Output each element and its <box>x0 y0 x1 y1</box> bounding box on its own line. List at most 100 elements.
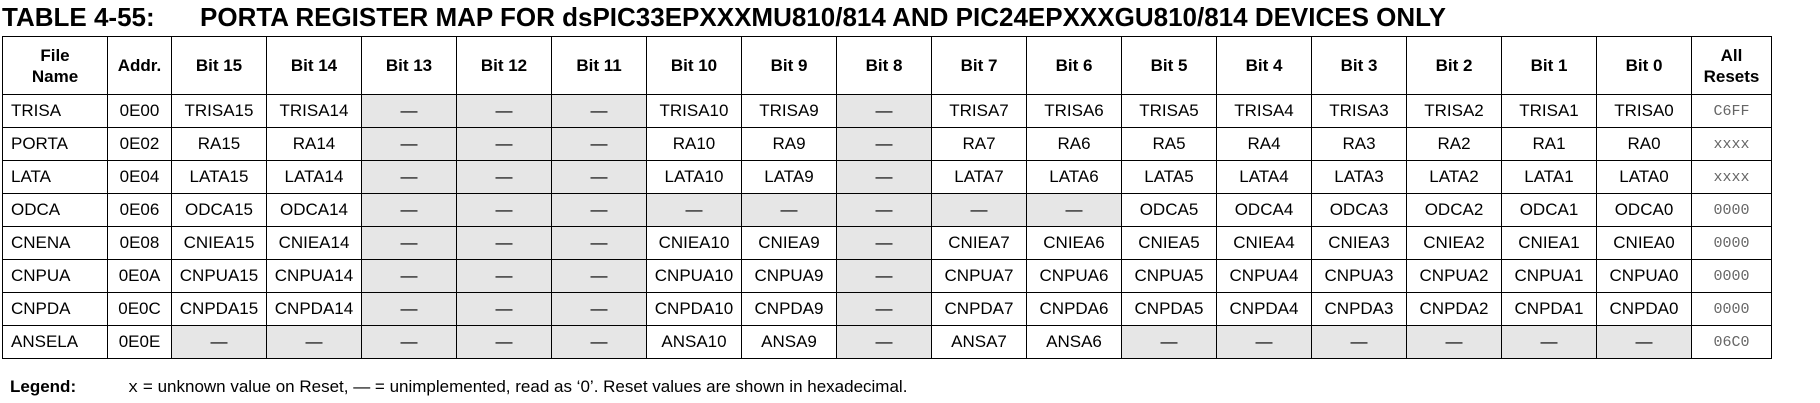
column-header-text: Bit 7 <box>960 56 998 75</box>
reset-value-cell: 0000 <box>1691 259 1772 293</box>
column-header-text: Bit 3 <box>1340 56 1378 75</box>
legend-symbol: x <box>128 379 139 398</box>
address-cell: 0E08 <box>107 226 172 260</box>
column-header: Bit 5 <box>1121 36 1217 95</box>
bit-cell: — <box>551 193 647 227</box>
bit-cell: CNPUA14 <box>266 259 362 293</box>
legend-text: = unknown value on Reset, — = unimplemen… <box>138 377 908 396</box>
bit-cell: — <box>171 325 267 359</box>
bit-cell: TRISA14 <box>266 94 362 128</box>
column-header-text: Bit 4 <box>1245 56 1283 75</box>
bit-cell: — <box>551 127 647 161</box>
table-row: ODCA 0E06 ODCA15 ODCA14— — — — — — — — ODCA5 ODCA4 OD… <box>2 193 1772 227</box>
column-header: Bit 8 <box>836 36 932 95</box>
bit-cell: CNIEA2 <box>1406 226 1502 260</box>
bit-cell: — <box>931 193 1027 227</box>
bit-cell: — <box>456 325 552 359</box>
address-cell: 0E0A <box>107 259 172 293</box>
bit-cell: — <box>1026 193 1122 227</box>
bit-cell: CNPUA3 <box>1311 259 1407 293</box>
bit-cell: ANSA9 <box>741 325 837 359</box>
bit-cell: LATA7 <box>931 160 1027 194</box>
bit-cell: CNPDA15 <box>171 292 267 326</box>
bit-cell: LATA14 <box>266 160 362 194</box>
bit-cell: RA5 <box>1121 127 1217 161</box>
column-header: Bit 9 <box>741 36 837 95</box>
reset-value-cell: xxxx <box>1691 160 1772 194</box>
bit-cell: — <box>1311 325 1407 359</box>
bit-cell: — <box>551 160 647 194</box>
bit-cell: RA14 <box>266 127 362 161</box>
table-row: CNPUA 0E0A CNPUA15 CNPUA14— — — CNPUA10 CNPUA9—… <box>2 259 1772 293</box>
column-header-text: All <box>1720 45 1743 65</box>
bit-cell: RA2 <box>1406 127 1502 161</box>
bit-cell: — <box>551 325 647 359</box>
bit-cell: — <box>836 193 932 227</box>
bit-cell: — <box>456 292 552 326</box>
bit-cell: CNPDA4 <box>1216 292 1312 326</box>
bit-cell: — <box>361 325 457 359</box>
bit-cell: CNIEA6 <box>1026 226 1122 260</box>
register-name-cell: CNPUA <box>2 259 108 293</box>
legend: Legend: x = unknown value on Reset, — = u… <box>10 374 907 400</box>
column-header-text: Bit 8 <box>865 56 903 75</box>
bit-cell: — <box>836 127 932 161</box>
bit-cell: ODCA3 <box>1311 193 1407 227</box>
bit-cell: — <box>266 325 362 359</box>
address-cell: 0E00 <box>107 94 172 128</box>
column-header: Bit 6 <box>1026 36 1122 95</box>
bit-cell: TRISA9 <box>741 94 837 128</box>
table-row: ANSELA 0E0E — — — — — ANSA10 ANSA9— ANSA7 ANSA6— — —… <box>2 325 1772 359</box>
bit-cell: TRISA5 <box>1121 94 1217 128</box>
column-header: Bit 7 <box>931 36 1027 95</box>
bit-cell: CNIEA15 <box>171 226 267 260</box>
bit-cell: — <box>361 292 457 326</box>
bit-cell: LATA5 <box>1121 160 1217 194</box>
bit-cell: — <box>361 259 457 293</box>
reset-value-cell: 0000 <box>1691 193 1772 227</box>
bit-cell: LATA6 <box>1026 160 1122 194</box>
bit-cell: — <box>456 160 552 194</box>
bit-cell: LATA1 <box>1501 160 1597 194</box>
reset-value-cell: xxxx <box>1691 127 1772 161</box>
bit-cell: RA10 <box>646 127 742 161</box>
bit-cell: — <box>836 259 932 293</box>
bit-cell: — <box>456 259 552 293</box>
bit-cell: — <box>1121 325 1217 359</box>
bit-cell: CNIEA0 <box>1596 226 1692 260</box>
column-header: Bit 12 <box>456 36 552 95</box>
bit-cell: — <box>361 160 457 194</box>
bit-cell: CNIEA7 <box>931 226 1027 260</box>
column-header-text: Bit 15 <box>195 56 243 75</box>
bit-cell: CNPUA4 <box>1216 259 1312 293</box>
column-header-text: Bit 13 <box>385 56 433 75</box>
bit-cell: RA7 <box>931 127 1027 161</box>
column-header-text: File <box>40 45 70 65</box>
bit-cell: CNPUA9 <box>741 259 837 293</box>
bit-cell: ODCA0 <box>1596 193 1692 227</box>
bit-cell: CNIEA10 <box>646 226 742 260</box>
table-row: PORTA 0E02 RA15 RA14— — — RA10 RA9— RA7 RA6 RA5 RA4… <box>2 127 1772 161</box>
bit-cell: TRISA4 <box>1216 94 1312 128</box>
bit-cell: — <box>551 259 647 293</box>
bit-cell: — <box>551 292 647 326</box>
bit-cell: CNPDA6 <box>1026 292 1122 326</box>
bit-cell: — <box>741 193 837 227</box>
bit-cell: — <box>836 94 932 128</box>
address-cell: 0E02 <box>107 127 172 161</box>
bit-cell: LATA4 <box>1216 160 1312 194</box>
bit-cell: TRISA0 <box>1596 94 1692 128</box>
table-caption: PORTA REGISTER MAP FOR dsPIC33EPXXXMU810… <box>200 2 1447 32</box>
bit-cell: LATA15 <box>171 160 267 194</box>
table-number: TABLE 4-55: <box>2 2 155 32</box>
table-row: CNPDA 0E0C CNPDA15 CNPDA14— — — CNPDA10 CNPDA9—… <box>2 292 1772 326</box>
bit-cell: TRISA7 <box>931 94 1027 128</box>
table-row: TRISA 0E00 TRISA15 TRISA14— — — TRISA10 TRISA9—… <box>2 94 1772 128</box>
bit-cell: RA6 <box>1026 127 1122 161</box>
address-cell: 0E06 <box>107 193 172 227</box>
bit-cell: — <box>456 193 552 227</box>
bit-cell: CNPUA0 <box>1596 259 1692 293</box>
column-header: All Resets <box>1691 36 1772 95</box>
table-row: LATA 0E04 LATA15 LATA14— — — LATA10 LATA9— LATA7… <box>2 160 1772 194</box>
column-header: Bit 14 <box>266 36 362 95</box>
